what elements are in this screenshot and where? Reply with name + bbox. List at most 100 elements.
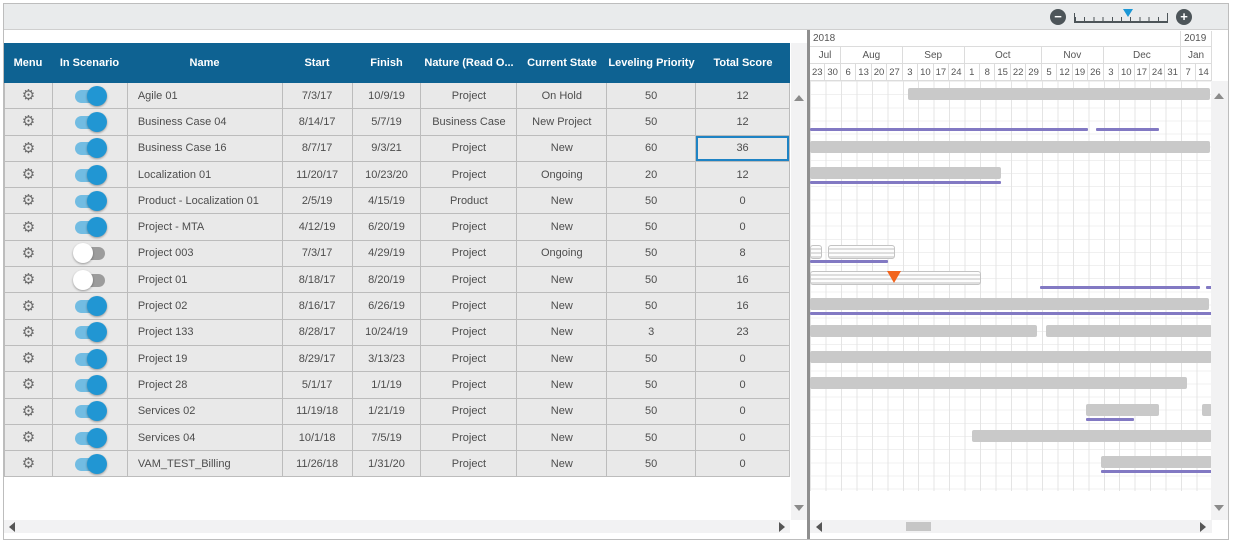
panel-splitter[interactable] — [807, 30, 810, 539]
cell-score[interactable]: 0 — [696, 188, 790, 214]
gantt-bar[interactable] — [1046, 324, 1212, 337]
cell-score[interactable]: 0 — [696, 424, 790, 451]
toggle-knob[interactable] — [72, 269, 93, 290]
cell-finish[interactable]: 6/26/19 — [353, 293, 422, 319]
column-header-finish[interactable]: Finish — [370, 57, 403, 69]
cell-score[interactable]: 36 — [696, 135, 790, 161]
cell-score[interactable]: 8 — [696, 240, 790, 267]
gear-icon[interactable]: ⚙ — [21, 138, 36, 157]
toggle-knob[interactable] — [86, 217, 107, 238]
toggle-knob[interactable] — [86, 401, 107, 422]
cell-name[interactable]: VAM_TEST_Billing — [128, 451, 283, 477]
menu-cell[interactable]: ⚙ — [5, 451, 53, 477]
cell-state[interactable]: New — [517, 451, 608, 477]
column-header-score[interactable]: Total Score — [713, 57, 773, 69]
gear-icon[interactable]: ⚙ — [21, 270, 36, 289]
cell-score[interactable]: 12 — [696, 109, 790, 135]
in-scenario-toggle[interactable] — [73, 374, 107, 395]
in-scenario-toggle[interactable] — [73, 453, 107, 474]
cell-state[interactable]: New — [517, 398, 608, 424]
gantt-baseline[interactable] — [810, 259, 888, 263]
column-header-name[interactable]: Name — [189, 57, 220, 69]
column-header-priority[interactable]: Leveling Priority — [608, 57, 695, 69]
gantt-horizontal-scrollbar[interactable] — [810, 520, 1212, 533]
cell-name[interactable]: Project 02 — [128, 293, 283, 319]
gantt-bar[interactable] — [1202, 403, 1212, 416]
scroll-right-icon[interactable] — [779, 522, 785, 532]
cell-name[interactable]: Project - MTA — [128, 214, 283, 240]
toggle-knob[interactable] — [86, 111, 107, 132]
cell-start[interactable]: 8/14/17 — [283, 109, 353, 135]
toggle-knob[interactable] — [86, 296, 107, 317]
cell-finish[interactable]: 3/13/23 — [353, 345, 422, 372]
toggle-knob[interactable] — [86, 138, 107, 159]
cell-state[interactable]: Ongoing — [517, 240, 608, 267]
cell-score[interactable]: 0 — [696, 372, 790, 398]
menu-cell[interactable]: ⚙ — [5, 83, 53, 109]
cell-priority[interactable]: 20 — [607, 161, 697, 188]
in-scenario-toggle[interactable] — [72, 243, 107, 264]
zoom-slider-track[interactable] — [1074, 12, 1168, 23]
cell-nature[interactable]: Project — [421, 372, 518, 398]
cell-nature[interactable]: Project — [421, 345, 518, 372]
toggle-knob[interactable] — [86, 427, 107, 448]
cell-start[interactable]: 8/28/17 — [283, 319, 353, 345]
cell-name[interactable]: Project 28 — [128, 372, 283, 398]
cell-finish[interactable]: 7/5/19 — [353, 424, 422, 451]
gantt-bar[interactable] — [810, 351, 1212, 363]
cell-state[interactable]: New — [517, 345, 608, 372]
cell-nature[interactable]: Project — [421, 214, 518, 240]
cell-nature[interactable]: Project — [421, 267, 518, 293]
cell-start[interactable]: 10/1/18 — [283, 424, 353, 451]
cell-nature[interactable]: Project — [421, 135, 518, 161]
cell-state[interactable]: New — [517, 319, 608, 345]
cell-name[interactable]: Business Case 04 — [128, 109, 283, 135]
gear-icon[interactable]: ⚙ — [21, 243, 36, 262]
cell-priority[interactable]: 50 — [607, 109, 697, 135]
cell-state[interactable]: New — [517, 135, 608, 161]
gantt-striped-bar[interactable] — [810, 244, 822, 259]
toggle-knob[interactable] — [72, 243, 93, 264]
gear-icon[interactable]: ⚙ — [21, 112, 36, 131]
gantt-baseline[interactable] — [810, 312, 1212, 316]
gantt-baseline[interactable] — [1101, 470, 1212, 474]
cell-state[interactable]: New — [517, 424, 608, 451]
cell-score[interactable]: 23 — [696, 319, 790, 345]
cell-name[interactable]: Product - Localization 01 — [128, 188, 283, 214]
cell-name[interactable]: Localization 01 — [128, 161, 283, 188]
cell-name[interactable]: Project 133 — [128, 319, 283, 345]
cell-nature[interactable]: Project — [421, 424, 518, 451]
cell-score[interactable]: 0 — [696, 345, 790, 372]
cell-priority[interactable]: 60 — [607, 135, 697, 161]
cell-score[interactable]: 12 — [696, 83, 790, 109]
cell-nature[interactable]: Project — [421, 293, 518, 319]
cell-score[interactable]: 12 — [696, 161, 790, 188]
gantt-bar[interactable] — [972, 429, 1212, 442]
cell-state[interactable]: New — [517, 293, 608, 319]
table-vertical-scrollbar[interactable] — [791, 43, 807, 520]
menu-cell[interactable]: ⚙ — [5, 240, 53, 267]
cell-state[interactable]: New — [517, 214, 608, 240]
cell-start[interactable]: 11/20/17 — [283, 161, 353, 188]
gantt-bar[interactable] — [810, 166, 1001, 179]
cell-nature[interactable]: Project — [421, 83, 518, 109]
cell-priority[interactable]: 50 — [607, 267, 697, 293]
in-scenario-toggle[interactable] — [73, 401, 107, 422]
in-scenario-toggle[interactable] — [73, 138, 107, 159]
cell-state[interactable]: New — [517, 372, 608, 398]
cell-start[interactable]: 8/18/17 — [283, 267, 353, 293]
cell-name[interactable]: Agile 01 — [128, 83, 283, 109]
zoom-slider[interactable] — [1074, 8, 1168, 25]
menu-cell[interactable]: ⚙ — [5, 319, 53, 345]
cell-nature[interactable]: Project — [421, 319, 518, 345]
menu-cell[interactable]: ⚙ — [5, 135, 53, 161]
scroll-down-icon[interactable] — [794, 505, 804, 511]
scrollbar-thumb[interactable] — [906, 522, 931, 531]
scroll-up-icon[interactable] — [794, 95, 804, 101]
in-scenario-toggle[interactable] — [73, 296, 107, 317]
cell-priority[interactable]: 3 — [607, 319, 697, 345]
cell-state[interactable]: New Project — [517, 109, 608, 135]
menu-cell[interactable]: ⚙ — [5, 372, 53, 398]
cell-finish[interactable]: 8/20/19 — [353, 267, 422, 293]
zoom-out-button[interactable]: − — [1050, 8, 1066, 25]
